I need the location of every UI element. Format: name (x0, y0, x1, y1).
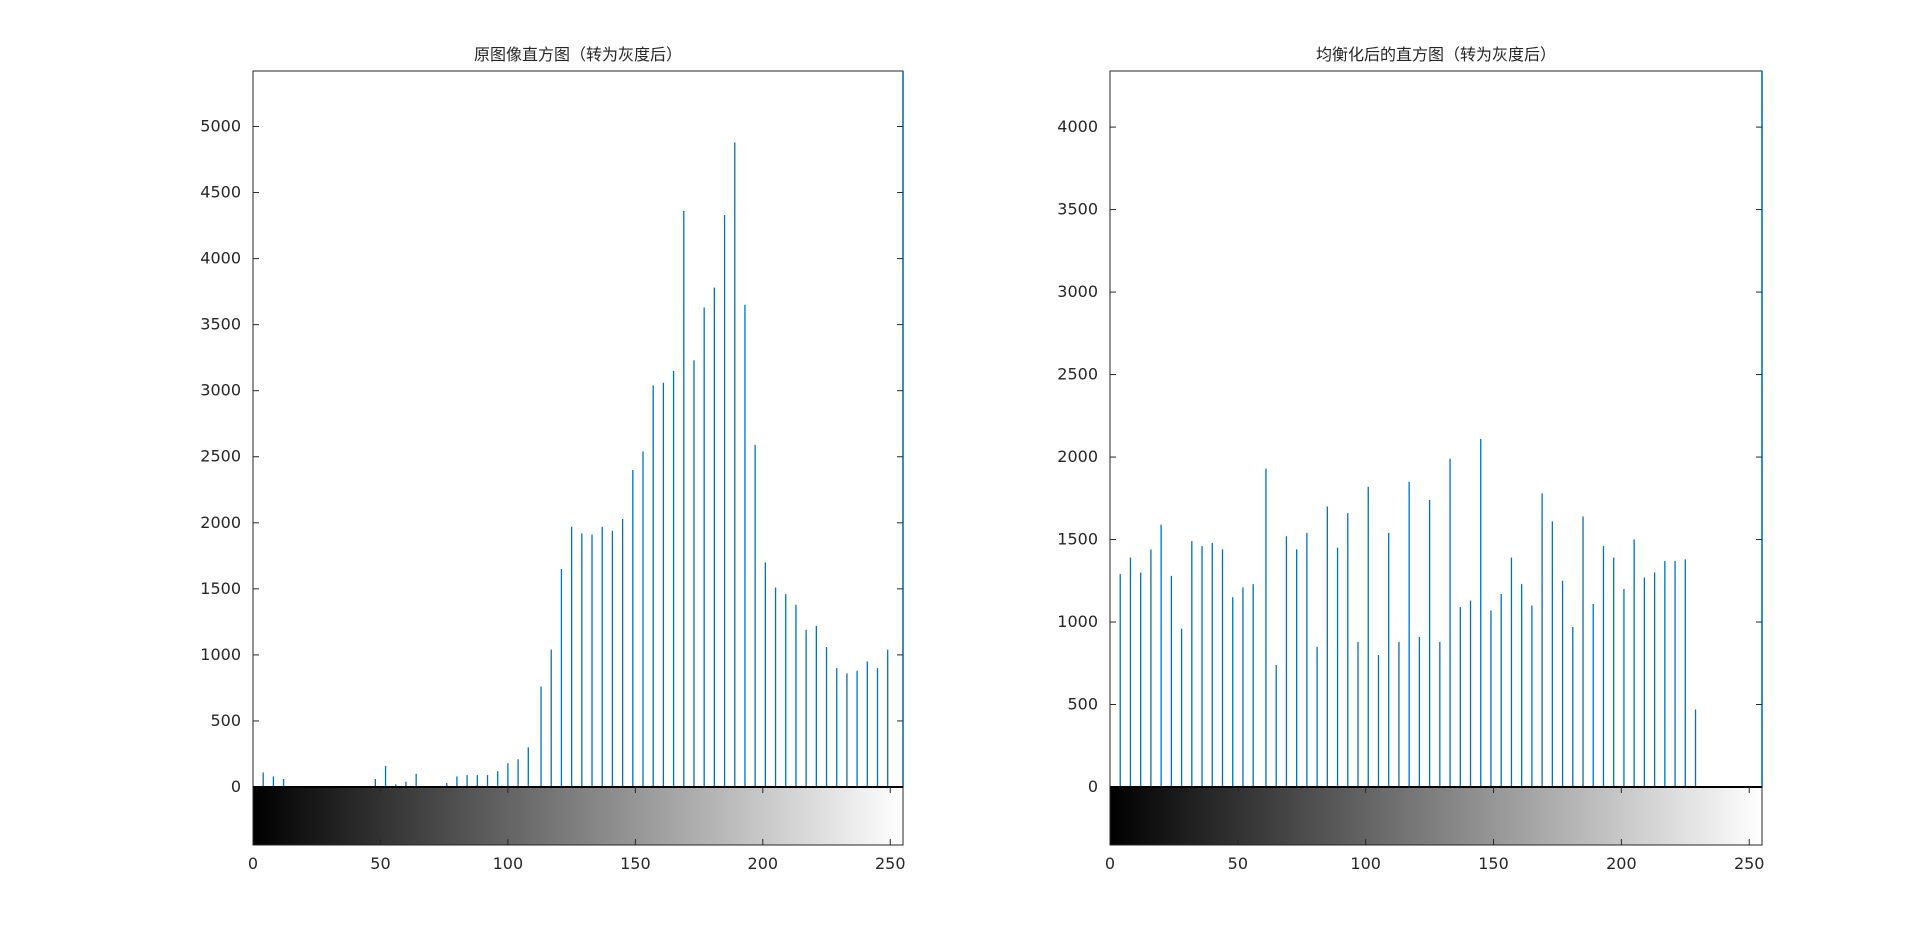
x-tick-label: 200 (748, 854, 779, 873)
x-tick-label: 50 (370, 854, 390, 873)
histogram-equalized: 均衡化后的直方图（转为灰度后）0500100015002000250030003… (1057, 45, 1764, 873)
chart-title: 均衡化后的直方图（转为灰度后） (1316, 45, 1556, 64)
histogram-original: 原图像直方图（转为灰度后）050010001500200025003000350… (200, 45, 905, 873)
y-tick-label: 3000 (1057, 282, 1098, 301)
y-tick-label: 2000 (1057, 447, 1098, 466)
y-tick-label: 4000 (200, 249, 241, 268)
y-tick-label: 2500 (200, 447, 241, 466)
plot-area (252, 70, 904, 788)
x-tick-label: 250 (1734, 854, 1765, 873)
x-tick-label: 100 (493, 854, 524, 873)
x-tick-label: 150 (620, 854, 651, 873)
y-tick-label: 2500 (1057, 365, 1098, 384)
x-tick-label: 200 (1606, 854, 1637, 873)
y-tick-label: 0 (1088, 777, 1098, 796)
y-tick-label: 5000 (200, 116, 241, 135)
y-tick-label: 500 (210, 711, 241, 730)
grayscale-colorbar (252, 786, 904, 846)
y-tick-label: 1000 (200, 645, 241, 664)
x-tick-label: 50 (1228, 854, 1248, 873)
y-tick-label: 3500 (1057, 200, 1098, 219)
y-tick-label: 3000 (200, 381, 241, 400)
x-tick-label: 150 (1478, 854, 1509, 873)
y-tick-label: 4500 (200, 183, 241, 202)
y-tick-label: 3500 (200, 315, 241, 334)
y-tick-label: 1500 (200, 579, 241, 598)
x-tick-label: 0 (248, 854, 258, 873)
y-tick-label: 500 (1067, 695, 1098, 714)
x-tick-label: 250 (875, 854, 906, 873)
y-tick-label: 4000 (1057, 117, 1098, 136)
chart-title: 原图像直方图（转为灰度后） (474, 45, 682, 64)
y-tick-label: 2000 (200, 513, 241, 532)
plot-area (1109, 70, 1763, 788)
x-tick-label: 0 (1105, 854, 1115, 873)
grayscale-colorbar (1109, 786, 1763, 846)
y-tick-label: 1500 (1057, 530, 1098, 549)
x-tick-label: 100 (1350, 854, 1381, 873)
y-tick-label: 1000 (1057, 612, 1098, 631)
y-tick-label: 0 (231, 777, 241, 796)
